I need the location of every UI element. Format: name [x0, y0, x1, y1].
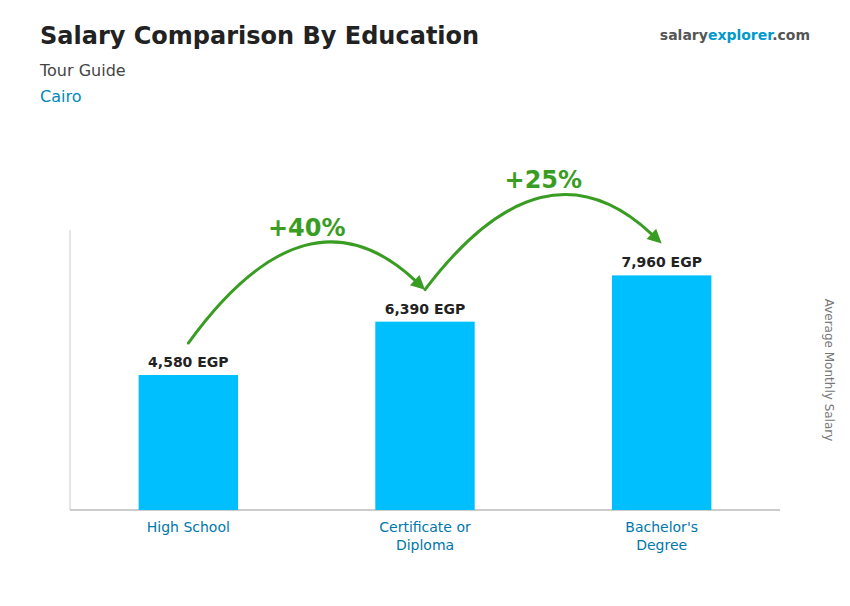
change-label: +25% — [505, 166, 583, 194]
category-line: Diploma — [396, 537, 454, 553]
subtitle: Tour Guide — [39, 61, 126, 80]
data-label: 6,390 EGP — [385, 301, 465, 317]
bar — [375, 322, 474, 510]
change-label: +40% — [268, 214, 346, 242]
change-arc — [425, 195, 651, 290]
change-arrow-head — [410, 275, 425, 290]
change-arc — [188, 242, 414, 343]
change-arrow-head — [647, 229, 662, 244]
watermark-part: explorer — [708, 27, 774, 43]
data-label: 4,580 EGP — [148, 354, 228, 370]
change-arrow — [188, 242, 425, 343]
watermark: salaryexplorer.com — [660, 27, 810, 43]
watermark-part: salary — [660, 27, 708, 43]
bar — [612, 275, 711, 510]
category-label: Bachelor's Degree — [625, 519, 698, 553]
bar — [139, 375, 238, 510]
category-line: High School — [147, 519, 230, 535]
watermark-part: .com — [772, 27, 810, 43]
data-label: 7,960 EGP — [621, 254, 701, 270]
category-line: Degree — [636, 537, 687, 553]
city: Cairo — [40, 87, 81, 106]
bars — [139, 275, 712, 510]
category-label: High School — [147, 519, 230, 535]
change-arrow — [425, 195, 662, 290]
category-line: Bachelor's — [625, 519, 698, 535]
title: Salary Comparison By Education — [40, 22, 479, 50]
y-axis-label: Average Monthly Salary — [822, 299, 836, 442]
y-axis-line — [70, 230, 71, 510]
category-label: Certificate or Diploma — [379, 519, 471, 553]
category-line: Certificate or — [379, 519, 471, 535]
